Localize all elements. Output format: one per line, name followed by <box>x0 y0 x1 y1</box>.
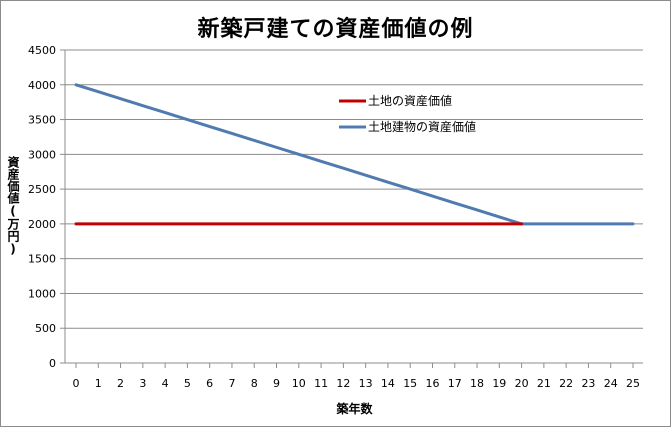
x-tick-label: 3 <box>139 377 146 390</box>
x-tick-label: 11 <box>314 377 328 390</box>
y-tick-label: 2500 <box>28 183 56 196</box>
x-tick-label: 6 <box>206 377 213 390</box>
x-tick-label: 13 <box>359 377 373 390</box>
x-tick-label: 0 <box>73 377 80 390</box>
y-tick-label: 4000 <box>28 79 56 92</box>
x-tick-label: 4 <box>162 377 169 390</box>
legend-label-1: 土地の資産価値 <box>368 93 452 108</box>
y-tick-label: 1000 <box>28 287 56 300</box>
legend-label-2: 土地建物の資産価値 <box>368 119 476 134</box>
x-tick-label: 7 <box>228 377 235 390</box>
x-tick-label: 20 <box>515 377 529 390</box>
x-tick-label: 5 <box>184 377 191 390</box>
x-tick-label: 15 <box>403 377 417 390</box>
x-axis-label: 築年数 <box>336 402 373 416</box>
x-tick-label: 12 <box>336 377 350 390</box>
y-tick-label: 0 <box>49 357 56 370</box>
x-tick-label: 2 <box>117 377 124 390</box>
x-tick-label: 22 <box>559 377 573 390</box>
x-tick-label: 18 <box>470 377 484 390</box>
y-axis-label: 資産価値(万円) <box>6 156 20 256</box>
x-tick-label: 25 <box>626 377 640 390</box>
x-tick-label: 23 <box>581 377 595 390</box>
y-tick-label: 3500 <box>28 114 56 127</box>
y-tick-label: 3000 <box>28 148 56 161</box>
y-tick-label: 500 <box>35 322 56 335</box>
series-line-2 <box>74 83 635 226</box>
x-tick-label: 14 <box>381 377 395 390</box>
x-tick-label: 21 <box>537 377 551 390</box>
x-tick-label: 17 <box>448 377 462 390</box>
y-tick-label: 1500 <box>28 253 56 266</box>
chart-title: 新築戸建ての資産価値の例 <box>197 17 474 42</box>
y-tick-label: 4500 <box>28 44 56 57</box>
y-tick-label: 2000 <box>28 218 56 231</box>
x-tick-label: 10 <box>292 377 306 390</box>
x-tick-label: 24 <box>604 377 618 390</box>
x-tick-label: 8 <box>251 377 258 390</box>
x-tick-label: 1 <box>95 377 102 390</box>
x-tick-label: 16 <box>425 377 439 390</box>
x-tick-label: 9 <box>273 377 280 390</box>
x-tick-label: 19 <box>492 377 506 390</box>
